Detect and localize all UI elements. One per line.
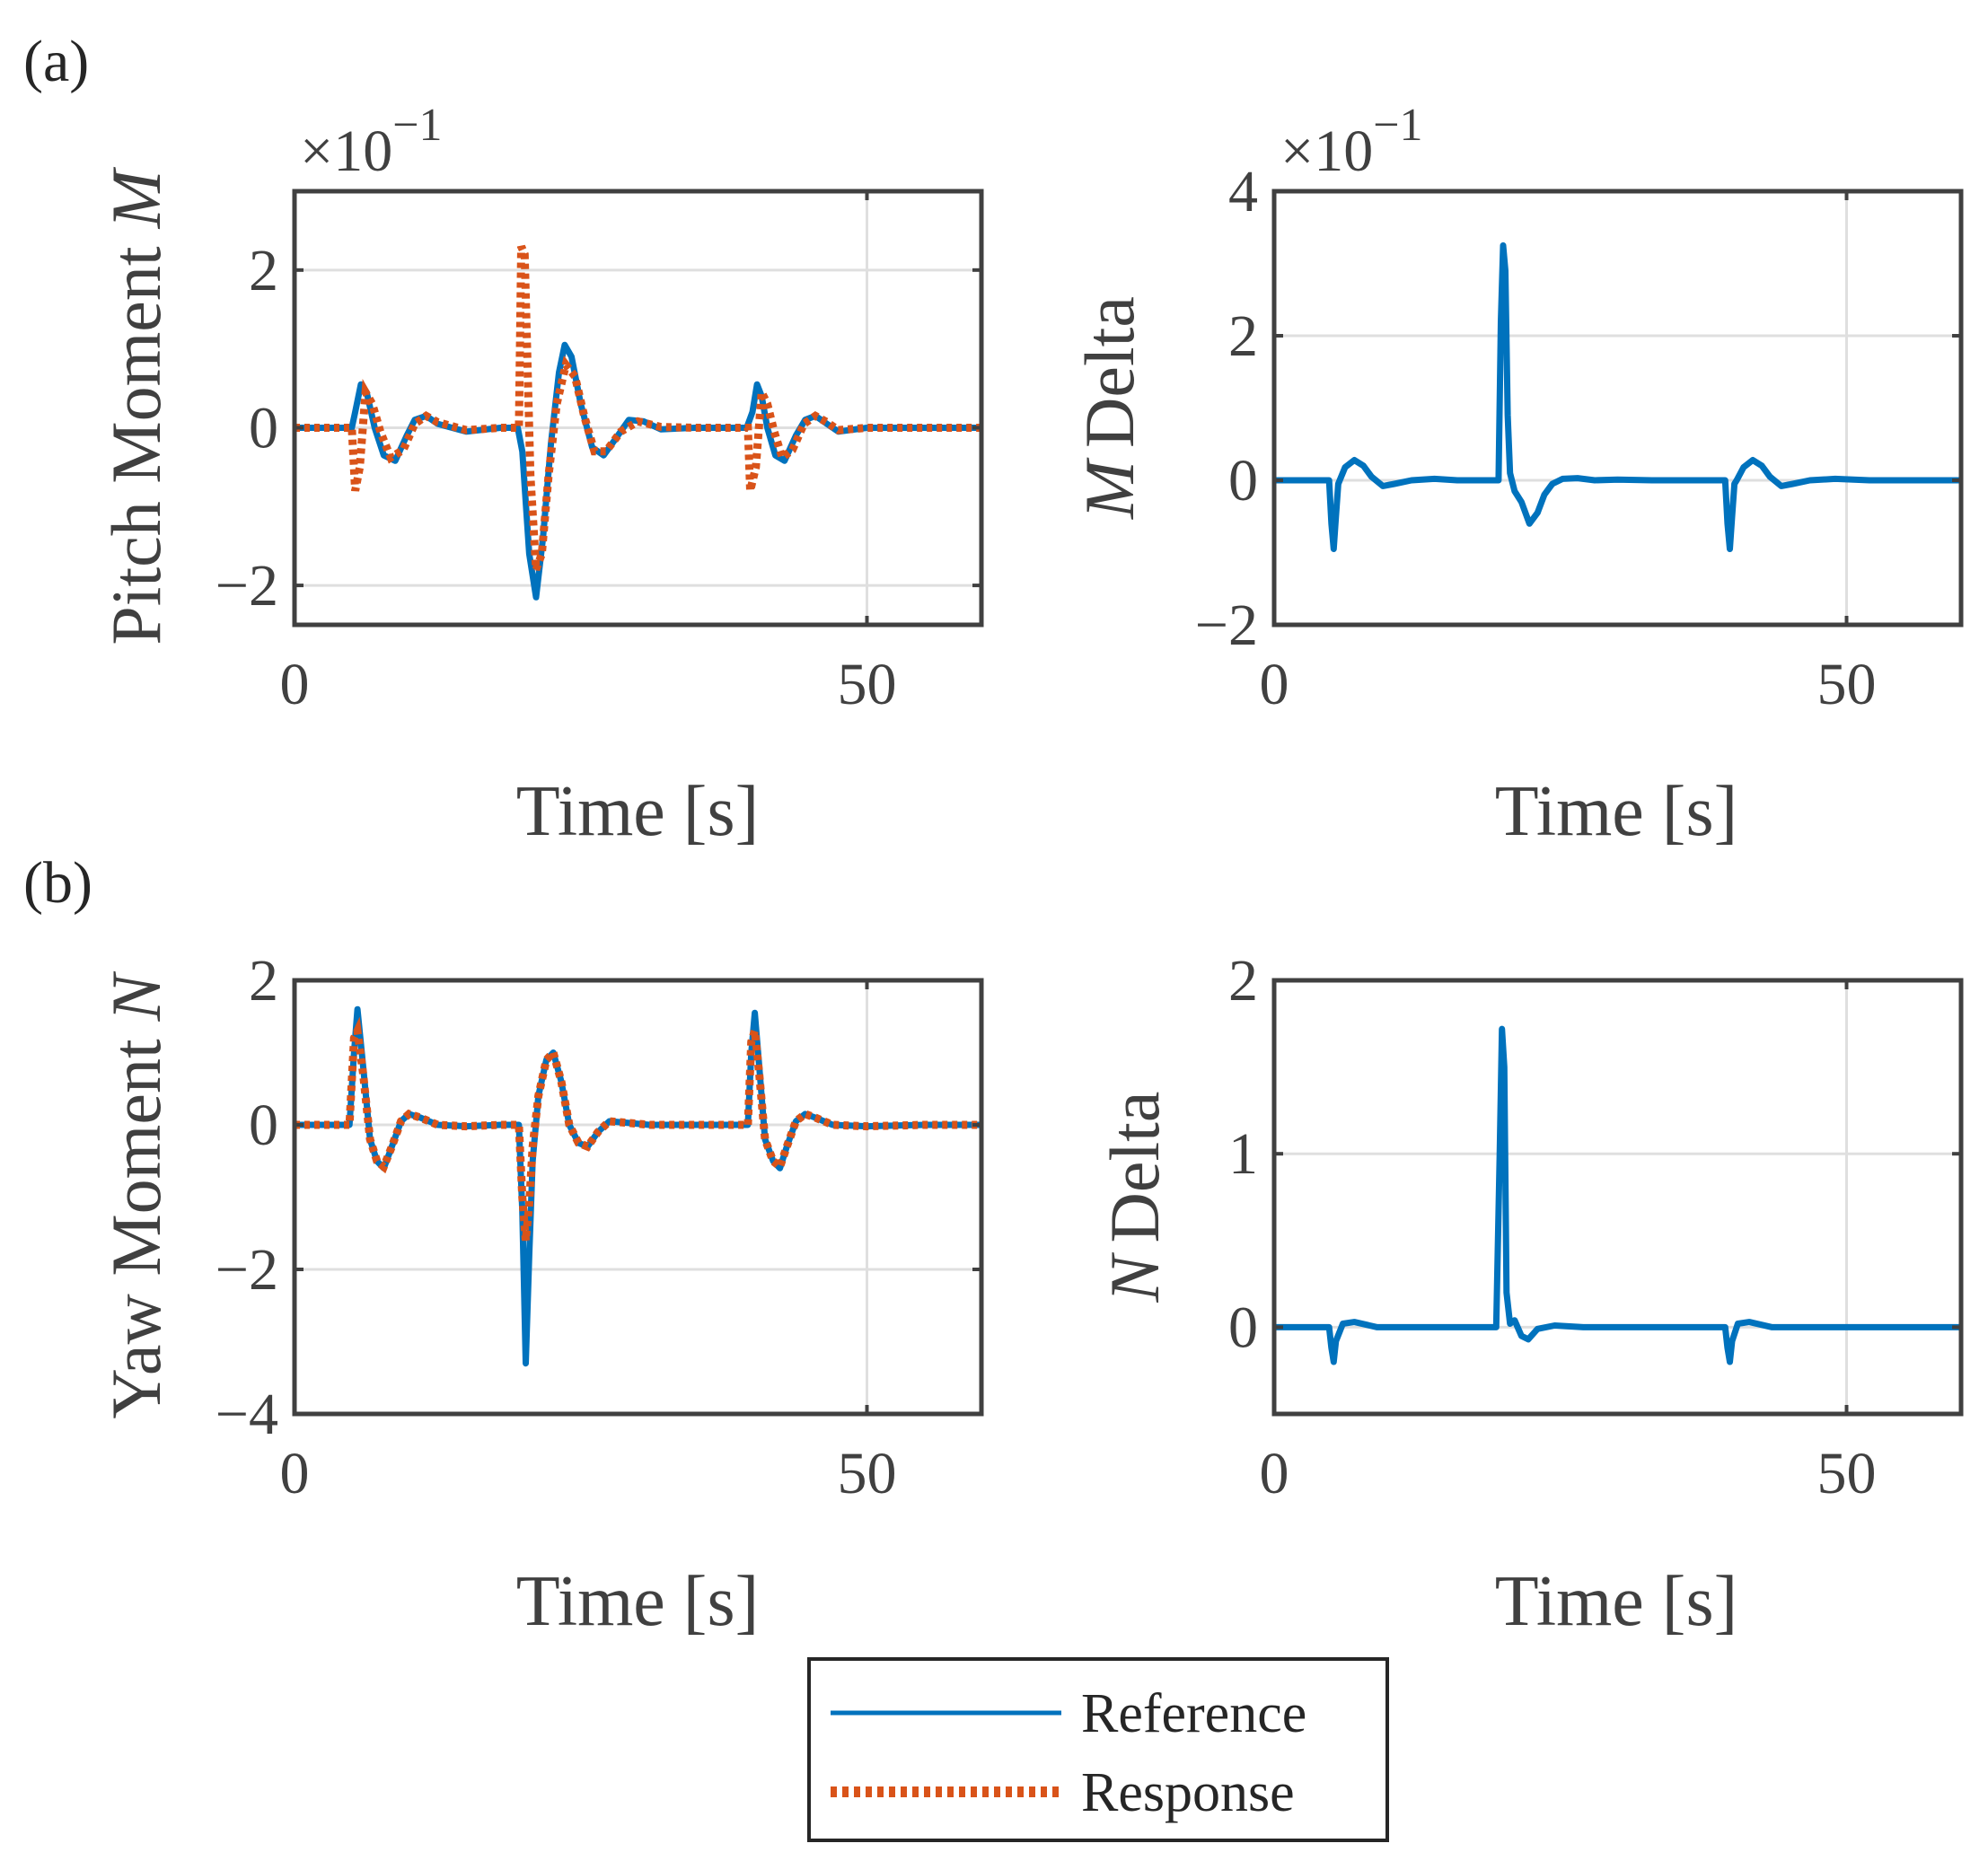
chart-yaw-moment-series bbox=[295, 1005, 981, 1367]
chart-pitch-moment-ylabel-text: Pitch Moment bbox=[97, 246, 175, 645]
chart-pitch-moment-ticks: 0 50−202 bbox=[216, 191, 981, 717]
chart-n-delta-grid bbox=[1274, 980, 1961, 1414]
chart-pitch-moment-series bbox=[295, 244, 981, 601]
chart-m-delta-multiplier-base: ×10 bbox=[1280, 119, 1373, 184]
pitch-moment-series-reference bbox=[295, 341, 981, 601]
chart-pitch-moment-multiplier: ×10−1 bbox=[300, 100, 443, 184]
chart-n-delta-frame bbox=[1271, 978, 1964, 1417]
chart-n-delta-series bbox=[1274, 1025, 1961, 1365]
chart-yaw-moment-grid bbox=[295, 980, 981, 1414]
chart-pitch-moment-ylabel: Pitch Moment M bbox=[97, 166, 175, 645]
chart-m-delta-multiplier: ×10−1 bbox=[1280, 100, 1423, 184]
legend-reference-label: Reference bbox=[1081, 1683, 1306, 1744]
legend: Reference Response bbox=[807, 1657, 1389, 1842]
chart-yaw-moment-ylabel-text: Yaw Moment bbox=[97, 1039, 175, 1419]
yaw-moment-series-reference bbox=[295, 1005, 981, 1367]
yaw-moment-ytick-label-2: 0 bbox=[249, 1093, 278, 1158]
panel-label-a: (a) bbox=[23, 29, 89, 94]
panel-label-b: (b) bbox=[23, 850, 92, 916]
n-delta-ytick-label-1: 1 bbox=[1228, 1121, 1258, 1187]
chart-m-delta-ylabel-text: Delta bbox=[1070, 296, 1148, 448]
m-delta-xtick-label-1: 50 bbox=[1817, 652, 1877, 717]
chart-m-delta-grid bbox=[1274, 191, 1961, 625]
n-delta-ytick-label-2: 2 bbox=[1228, 948, 1258, 1014]
chart-yaw-moment-xlabel: Time [s] bbox=[516, 1562, 759, 1641]
n-delta-ytick-label-0: 0 bbox=[1228, 1295, 1258, 1360]
pitch-moment-xtick-label-1: 50 bbox=[838, 652, 897, 717]
pitch-moment-series-response bbox=[295, 244, 981, 572]
chart-yaw-moment-frame bbox=[292, 978, 984, 1417]
m-delta-ytick-label-0: −2 bbox=[1195, 593, 1258, 658]
yaw-moment-series-response bbox=[295, 1016, 981, 1242]
chart-yaw-moment: 0 50 −4 −2 0 2 Time [s] Yaw Moment N bbox=[97, 948, 984, 1641]
pitch-moment-ytick-label-0: −2 bbox=[216, 553, 278, 619]
chart-pitch-moment-multiplier-base: ×10 bbox=[300, 119, 392, 184]
chart-m-delta-ylabel: M Delta bbox=[1070, 296, 1148, 520]
m-delta-ytick-label-1: 0 bbox=[1228, 448, 1258, 514]
yaw-moment-ytick-label-0: −4 bbox=[216, 1382, 278, 1447]
chart-m-delta-frame bbox=[1271, 189, 1964, 628]
yaw-moment-xtick-label-0: 0 bbox=[280, 1441, 310, 1506]
n-delta-xtick-label-1: 50 bbox=[1817, 1441, 1877, 1506]
pitch-moment-ytick-label-2: 2 bbox=[249, 238, 278, 303]
chart-n-delta-ylabel-text: Delta bbox=[1095, 1092, 1174, 1243]
chart-n-delta-xlabel: Time [s] bbox=[1495, 1562, 1737, 1641]
pitch-moment-xtick-label-0: 0 bbox=[280, 652, 310, 717]
n-delta-series-reference bbox=[1274, 1025, 1961, 1365]
chart-m-delta-ylabel-symbol: M bbox=[1070, 457, 1148, 520]
pitch-moment-ytick-label-1: 0 bbox=[249, 395, 278, 461]
chart-pitch-moment-xlabel: Time [s] bbox=[516, 772, 759, 851]
m-delta-ytick-label-2: 2 bbox=[1228, 303, 1258, 369]
chart-n-delta-ticks: 0 50 0 1 2 bbox=[1228, 948, 1961, 1506]
m-delta-series-reference bbox=[1274, 241, 1961, 552]
chart-pitch-moment-ylabel-symbol: M bbox=[97, 166, 175, 229]
chart-n-delta: 0 50 0 1 2 Time [s] N Delta bbox=[1095, 948, 1964, 1641]
m-delta-xtick-label-0: 0 bbox=[1260, 652, 1289, 717]
chart-n-delta-ylabel: N Delta bbox=[1095, 1092, 1174, 1304]
chart-m-delta-xlabel: Time [s] bbox=[1495, 772, 1737, 851]
chart-yaw-moment-ylabel: Yaw Moment N bbox=[97, 970, 175, 1418]
chart-pitch-moment: 0 50−202 Time [s] Pitch MomentM ×10−1 bbox=[97, 100, 984, 851]
chart-m-delta-multiplier-exp: −1 bbox=[1373, 100, 1422, 151]
chart-pitch-moment-grid bbox=[295, 191, 981, 625]
chart-m-delta-series bbox=[1274, 241, 1961, 552]
chart-yaw-moment-ticks: 0 50 −4 −2 0 2 bbox=[216, 948, 981, 1506]
legend-box bbox=[807, 1657, 1389, 1842]
chart-pitch-moment-frame bbox=[292, 189, 984, 628]
chart-n-delta-ylabel-symbol: N bbox=[1095, 1251, 1174, 1303]
legend-response-label: Response bbox=[1081, 1762, 1295, 1823]
n-delta-xtick-label-0: 0 bbox=[1260, 1441, 1289, 1506]
yaw-moment-ytick-label-1: −2 bbox=[216, 1237, 278, 1303]
m-delta-ytick-label-3: 4 bbox=[1228, 159, 1258, 224]
yaw-moment-ytick-label-3: 2 bbox=[249, 948, 278, 1014]
chart-pitch-moment-multiplier-exp: −1 bbox=[392, 100, 442, 151]
chart-yaw-moment-ylabel-symbol: N bbox=[97, 970, 175, 1022]
yaw-moment-xtick-label-1: 50 bbox=[838, 1441, 897, 1506]
